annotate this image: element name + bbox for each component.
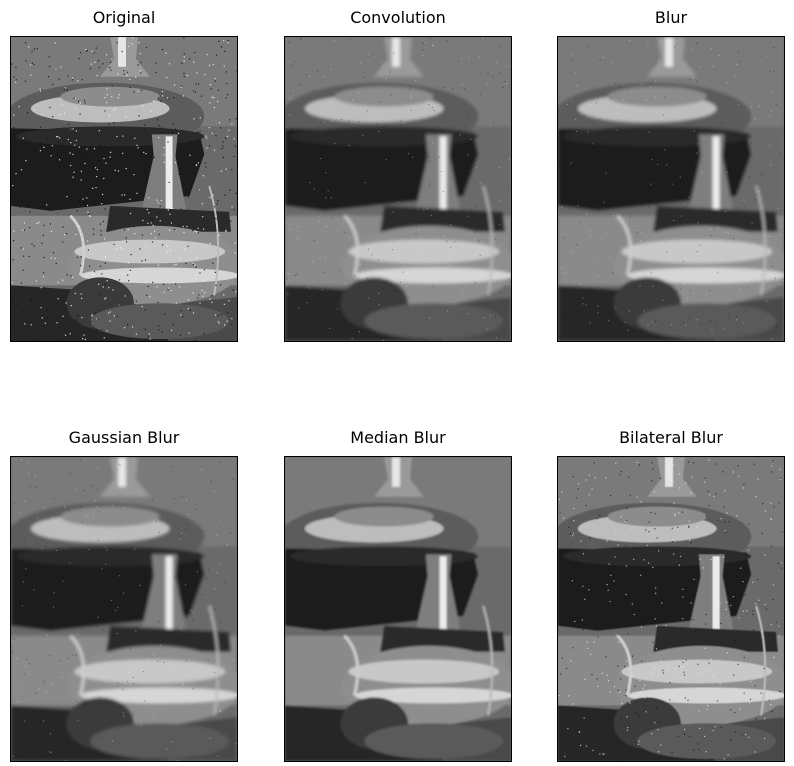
panel-title: Median Blur	[350, 428, 446, 447]
image-svg	[285, 457, 511, 761]
bilateral-blur-image	[557, 456, 785, 762]
panel-title: Blur	[654, 8, 688, 27]
image-svg	[285, 37, 511, 341]
panel-title: Bilateral Blur	[619, 428, 723, 447]
median-blur-image	[284, 456, 512, 762]
panel-title: Original	[92, 8, 156, 27]
gaussian-blur-image	[10, 456, 238, 762]
convolution-image	[284, 36, 512, 342]
image-svg	[558, 37, 784, 341]
panel-title: Convolution	[350, 8, 446, 27]
image-svg	[558, 457, 784, 761]
image-svg	[11, 37, 237, 341]
blur-image	[557, 36, 785, 342]
image-svg	[11, 457, 237, 761]
original-image	[10, 36, 238, 342]
panel-title: Gaussian Blur	[68, 428, 180, 447]
